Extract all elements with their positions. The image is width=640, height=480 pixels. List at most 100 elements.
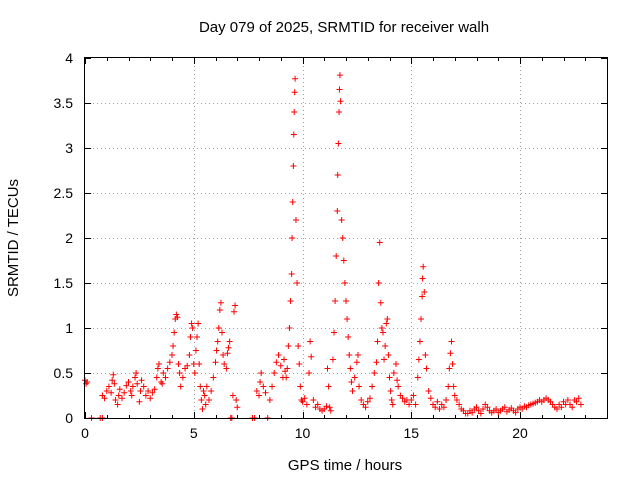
data-point xyxy=(223,365,230,372)
data-point xyxy=(103,388,110,394)
data-point xyxy=(422,352,429,358)
data-point xyxy=(358,397,365,403)
data-point xyxy=(414,374,421,381)
data-point xyxy=(229,392,236,399)
data-point xyxy=(344,316,351,322)
data-point xyxy=(573,398,580,405)
data-point xyxy=(446,365,453,372)
data-point xyxy=(390,370,397,376)
data-point xyxy=(233,397,240,403)
data-point xyxy=(101,395,108,402)
axis-ticks xyxy=(85,58,608,419)
data-point xyxy=(291,109,298,115)
data-point xyxy=(269,383,276,390)
data-point xyxy=(184,362,191,369)
data-point xyxy=(285,343,292,349)
data-point xyxy=(553,406,560,412)
data-point xyxy=(416,338,423,345)
data-point xyxy=(362,404,369,411)
data-point xyxy=(351,374,358,381)
data-point xyxy=(194,334,201,340)
data-point xyxy=(306,370,313,376)
data-point xyxy=(569,404,576,411)
data-point xyxy=(205,397,212,403)
data-point xyxy=(364,398,371,405)
data-point xyxy=(232,302,239,309)
data-point xyxy=(325,383,332,390)
data-point xyxy=(159,380,166,387)
data-point xyxy=(128,392,135,399)
data-point xyxy=(379,329,386,336)
data-point xyxy=(283,374,290,381)
data-point xyxy=(323,403,330,410)
data-point xyxy=(171,329,178,336)
data-point xyxy=(419,293,426,300)
data-point xyxy=(179,374,186,381)
data-point xyxy=(199,406,206,412)
data-point xyxy=(326,404,333,411)
data-point xyxy=(162,374,169,381)
data-point xyxy=(406,401,413,408)
data-point xyxy=(332,298,339,304)
data-point xyxy=(111,380,118,387)
data-point xyxy=(127,388,134,394)
grid-lines xyxy=(85,58,607,418)
data-point xyxy=(303,401,310,408)
data-point xyxy=(173,311,180,318)
data-point xyxy=(132,374,139,381)
data-point xyxy=(343,298,349,304)
data-point xyxy=(137,388,144,394)
data-point xyxy=(421,289,428,295)
data-point xyxy=(473,404,480,411)
data-point xyxy=(257,379,264,385)
y-tick-label: 0.5 xyxy=(54,365,74,381)
data-point xyxy=(234,404,241,411)
data-point xyxy=(108,389,115,396)
data-point xyxy=(198,397,205,403)
data-point xyxy=(197,383,204,390)
data-point xyxy=(346,352,353,358)
data-point xyxy=(453,397,460,403)
data-point xyxy=(336,72,343,79)
x-tick-label: 20 xyxy=(512,425,528,441)
data-point xyxy=(145,388,152,394)
data-point xyxy=(425,388,432,394)
data-point xyxy=(456,401,463,408)
data-point xyxy=(166,359,173,366)
data-point xyxy=(295,343,302,349)
data-point xyxy=(153,374,160,381)
data-point xyxy=(450,383,457,390)
data-point xyxy=(445,383,452,390)
data-point xyxy=(112,397,119,403)
chart-title: Day 079 of 2025, SRMTID for receiver wal… xyxy=(199,19,489,36)
data-point xyxy=(292,217,299,223)
data-point xyxy=(291,89,298,96)
data-point xyxy=(134,380,141,387)
data-point xyxy=(253,388,260,394)
data-point xyxy=(345,334,352,340)
y-tick-label: 3.5 xyxy=(54,95,74,111)
data-point xyxy=(501,404,508,411)
y-tick-label: 0 xyxy=(65,410,73,426)
data-point xyxy=(177,383,184,390)
data-point xyxy=(297,383,304,390)
y-tick-labels: 0 0.5 1 1.5 2 2.5 3 3.5 4 xyxy=(54,50,74,426)
data-point xyxy=(469,409,476,416)
data-point xyxy=(307,338,314,345)
data-point xyxy=(314,401,321,408)
data-point xyxy=(215,325,222,331)
data-point xyxy=(395,383,402,390)
data-point xyxy=(258,370,265,376)
data-point xyxy=(418,316,425,322)
data-point xyxy=(195,320,202,327)
data-point xyxy=(447,350,454,357)
data-point xyxy=(287,298,294,304)
data-point xyxy=(230,308,237,315)
data-point xyxy=(118,395,125,402)
data-point xyxy=(217,299,224,306)
data-point xyxy=(136,398,143,405)
data-point xyxy=(220,352,227,358)
data-point xyxy=(174,314,181,321)
data-point xyxy=(155,361,162,367)
data-point xyxy=(190,361,197,367)
